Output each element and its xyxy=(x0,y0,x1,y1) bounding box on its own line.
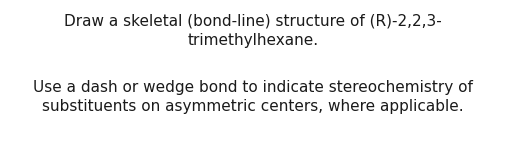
Text: Draw a skeletal (bond-line) structure of (R)-2,2,3-: Draw a skeletal (bond-line) structure of… xyxy=(64,14,441,29)
Text: trimethylhexane.: trimethylhexane. xyxy=(187,33,318,48)
Text: substituents on asymmetric centers, where applicable.: substituents on asymmetric centers, wher… xyxy=(42,99,463,114)
Text: Use a dash or wedge bond to indicate stereochemistry of: Use a dash or wedge bond to indicate ste… xyxy=(33,80,472,95)
